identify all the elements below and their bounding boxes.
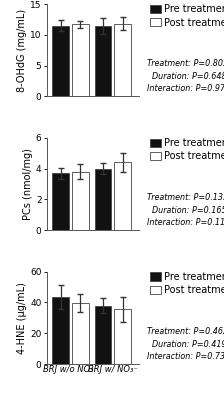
- Bar: [52, 26, 69, 96]
- Legend: Pre treatment, Post treatment: Pre treatment, Post treatment: [150, 272, 224, 295]
- Legend: Pre treatment, Post treatment: Pre treatment, Post treatment: [150, 138, 224, 162]
- Text: Treatment: P=0.4623
  Duration: P=0.4196
Interaction: P=0.7390: Treatment: P=0.4623 Duration: P=0.4196 I…: [147, 327, 224, 361]
- Bar: [114, 24, 131, 96]
- Bar: [72, 303, 89, 364]
- Bar: [72, 172, 89, 230]
- Legend: Pre treatment, Post treatment: Pre treatment, Post treatment: [150, 4, 224, 28]
- Bar: [72, 24, 89, 96]
- Bar: [114, 309, 131, 364]
- Y-axis label: 4-HNE (µg/mL): 4-HNE (µg/mL): [17, 282, 27, 354]
- Y-axis label: 8-OHdG (mg/mL): 8-OHdG (mg/mL): [17, 8, 27, 92]
- Bar: [114, 162, 131, 230]
- Text: Treatment: P=0.8036
  Duration: P=0.6489
Interaction: P=0.9785: Treatment: P=0.8036 Duration: P=0.6489 I…: [147, 59, 224, 93]
- Bar: [95, 26, 112, 96]
- Bar: [95, 169, 112, 230]
- Bar: [52, 173, 69, 230]
- Text: Treatment: P=0.1359
  Duration: P=0.1654
Interaction: P=0.1136: Treatment: P=0.1359 Duration: P=0.1654 I…: [147, 193, 224, 227]
- Bar: [52, 297, 69, 364]
- Bar: [95, 306, 112, 364]
- Y-axis label: PCs (nmol/mg): PCs (nmol/mg): [23, 148, 33, 220]
